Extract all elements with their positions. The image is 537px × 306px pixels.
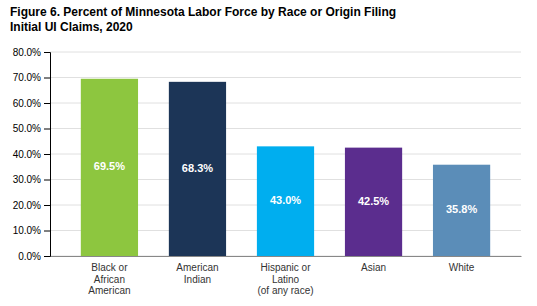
bar [169, 82, 226, 256]
y-tick: 40.0% [13, 149, 50, 160]
x-tick-label-line: Indian [184, 274, 211, 285]
x-tick-label-line: Latino [272, 274, 300, 285]
y-tick-mark [44, 256, 50, 257]
title-line: Figure 6. Percent of Minnesota Labor For… [10, 5, 396, 19]
y-tick-mark [44, 205, 50, 206]
x-axis-line [51, 256, 522, 257]
data-label: 69.5% [94, 160, 125, 172]
bar [345, 148, 402, 256]
title: Figure 6. Percent of Minnesota Labor For… [10, 5, 396, 34]
y-tick: 60.0% [13, 98, 50, 109]
bars [81, 79, 490, 256]
x-tick-label-line: American [88, 285, 130, 296]
y-tick-mark [44, 231, 50, 232]
x-axis: Black orAfricanAmericanAmericanIndianHis… [51, 257, 522, 297]
y-axis-line [44, 53, 51, 257]
x-tick-label-line: Hispanic or [260, 262, 311, 273]
x-tick: Hispanic orLatino(of any race) [257, 262, 313, 296]
grid-line [50, 52, 521, 53]
x-tick: Black orAfricanAmerican [88, 262, 130, 296]
x-tick-label-line: Black or [91, 262, 128, 273]
data-label: 68.3% [182, 162, 213, 174]
y-tick: 70.0% [13, 72, 50, 83]
y-axis: 0.0% 10.0% 20.0% 30.0% 40.0% 50.0% 60.0% 70.0% 8… [13, 47, 51, 262]
y-tick: 0.0% [18, 251, 50, 262]
x-tick: AmericanIndian [176, 262, 218, 285]
plot: Black orAfricanAmericanAmericanIndianHis… [13, 47, 522, 296]
x-tick-label: White [449, 262, 475, 273]
y-tick-mark [44, 154, 50, 155]
grid [50, 52, 521, 256]
x-tick-label-line: Asian [361, 262, 386, 273]
y-tick-mark [44, 103, 50, 104]
x-tick-label-line: White [449, 262, 475, 273]
y-tick: 10.0% [13, 225, 50, 236]
y-tick: 20.0% [13, 200, 50, 211]
data-labels: 69.5% 68.3% 43.0% 42.5% 35.8% [94, 160, 478, 215]
x-tick-label: Asian [361, 262, 386, 273]
data-label: 42.5% [358, 195, 389, 207]
y-tick-mark [44, 180, 50, 181]
x-tick-label: AmericanIndian [176, 262, 218, 285]
x-tick-label-line: American [176, 262, 218, 273]
y-tick-label: 10.0% [13, 225, 41, 236]
y-tick-label: 20.0% [13, 200, 41, 211]
y-tick-mark [44, 52, 50, 53]
bar [257, 146, 314, 256]
title-line: Initial UI Claims, 2020 [10, 20, 133, 34]
data-label: 43.0% [270, 194, 301, 206]
y-tick-label: 40.0% [13, 149, 41, 160]
x-tick-label: Black orAfricanAmerican [88, 262, 130, 296]
y-tick-label: 60.0% [13, 98, 41, 109]
x-tick-label-line: (of any race) [257, 285, 313, 296]
data-label: 35.8% [446, 203, 477, 215]
y-tick: 80.0% [13, 47, 50, 58]
y-tick: 50.0% [13, 123, 50, 134]
y-tick-mark [44, 78, 50, 79]
y-tick-label: 50.0% [13, 123, 41, 134]
x-tick: Asian [361, 262, 386, 273]
y-tick: 30.0% [13, 174, 50, 185]
y-tick-mark [44, 129, 50, 130]
y-tick-label: 80.0% [13, 47, 41, 58]
y-tick-label: 30.0% [13, 174, 41, 185]
x-tick: White [449, 262, 475, 273]
bar [81, 79, 138, 256]
x-tick-label: Hispanic orLatino(of any race) [257, 262, 313, 296]
chart-svg: Figure 6. Percent of Minnesota Labor For… [0, 0, 537, 306]
grid-line [50, 77, 521, 78]
x-tick-label-line: African [94, 274, 125, 285]
y-tick-label: 0.0% [18, 251, 41, 262]
y-tick-label: 70.0% [13, 72, 41, 83]
bar [433, 165, 490, 256]
